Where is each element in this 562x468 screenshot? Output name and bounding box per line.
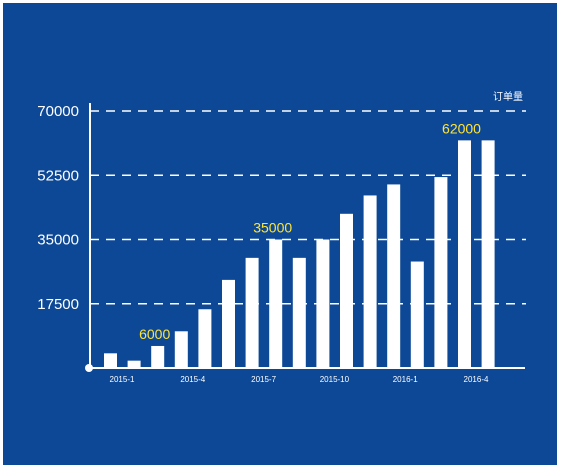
y-tick-labels: 70000 52500 35000 17500 [37, 103, 79, 313]
bar [222, 279, 235, 368]
x-tick-label: 2016-4 [464, 375, 489, 384]
x-tick-label: 2015-10 [320, 375, 350, 384]
y-tick-label: 35000 [37, 232, 79, 249]
bar [434, 177, 448, 368]
x-tick-label: 2016-1 [393, 375, 418, 384]
bar [363, 195, 377, 368]
y-tick-label: 52500 [37, 167, 79, 184]
unit-label: 订单量 [493, 91, 523, 103]
bar [316, 239, 330, 368]
grid-layer [90, 110, 526, 305]
bar [104, 353, 117, 368]
data-labels: 6000 35000 62000 [139, 120, 481, 342]
x-tick-label: 2015-1 [110, 375, 135, 384]
data-label: 6000 [139, 326, 170, 342]
bar [127, 360, 141, 368]
data-label: 62000 [442, 120, 481, 136]
data-label: 35000 [253, 220, 292, 236]
bar [458, 140, 471, 368]
bar [269, 239, 283, 368]
bar [340, 213, 353, 368]
bars [104, 140, 495, 368]
x-tick-label: 2015-4 [180, 375, 205, 384]
bar [292, 257, 306, 368]
x-tick-labels: 2015-1 2015-4 2015-7 2015-10 2016-1 2016-4 [110, 375, 489, 384]
bar [151, 345, 165, 368]
bar [410, 261, 424, 368]
y-tick-label: 17500 [37, 296, 79, 313]
bar [481, 140, 495, 368]
bar [198, 309, 212, 368]
bar [245, 257, 259, 368]
bar [387, 184, 401, 368]
axis-origin-dot [85, 364, 93, 372]
x-tick-label: 2015-7 [251, 375, 276, 384]
bar [174, 331, 188, 368]
y-tick-label: 70000 [37, 103, 79, 120]
